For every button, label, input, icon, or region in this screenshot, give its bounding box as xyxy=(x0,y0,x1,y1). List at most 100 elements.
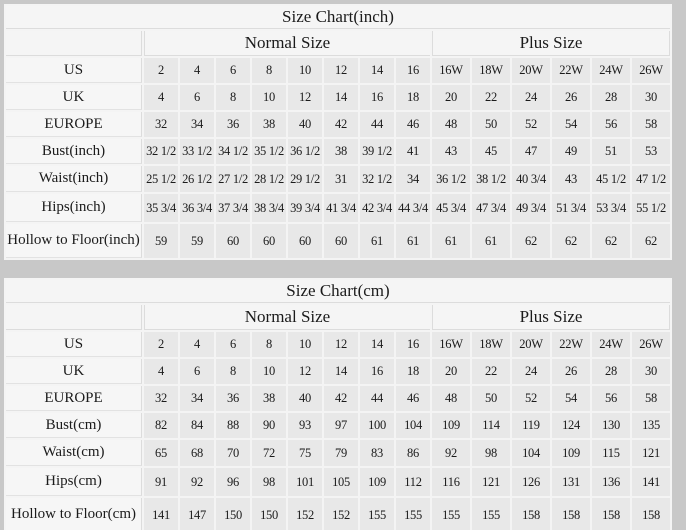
size-cell: 2 xyxy=(144,332,178,357)
size-cell: 33 1/2 xyxy=(180,139,214,164)
size-cell: 59 xyxy=(144,224,178,258)
size-cell: 16W xyxy=(432,332,470,357)
size-rows: US 2 4 6 8 10 12 14 16 16W 18W 20W 22W 24W 26W UK 4 6 8 10 1… xyxy=(6,332,670,530)
size-cell: 101 xyxy=(288,468,322,496)
size-cell: 34 xyxy=(180,386,214,411)
size-cell: 27 1/2 xyxy=(216,166,250,192)
size-cell: 68 xyxy=(180,440,214,466)
table-row: EUROPE 32 34 36 38 40 42 44 46 48 50 52 54 56 58 xyxy=(6,386,670,411)
size-cell: 135 xyxy=(632,413,670,438)
size-cell: 38 1/2 xyxy=(472,166,510,192)
size-cell: 37 3/4 xyxy=(216,194,250,222)
size-cell: 88 xyxy=(216,413,250,438)
size-rows: US 2 4 6 8 10 12 14 16 16W 18W 20W 22W 24W 26W UK 4 6 8 10 1… xyxy=(6,58,670,258)
size-cell: 112 xyxy=(396,468,430,496)
row-label: Hips(inch) xyxy=(6,194,142,222)
corner-cell xyxy=(6,31,142,56)
size-cell: 26W xyxy=(632,58,670,83)
size-cell: 6 xyxy=(216,58,250,83)
size-cell: 116 xyxy=(432,468,470,496)
table-row: Hips(inch) 35 3/4 36 3/4 37 3/4 38 3/4 39 3/4… xyxy=(6,194,670,222)
size-cell: 36 1/2 xyxy=(288,139,322,164)
group-header-normal-size: Normal Size xyxy=(144,31,430,56)
size-cell: 56 xyxy=(592,112,630,137)
size-cell: 53 3/4 xyxy=(592,194,630,222)
size-cell: 38 xyxy=(324,139,358,164)
size-cell: 152 xyxy=(288,498,322,530)
size-cell: 121 xyxy=(632,440,670,466)
size-cell: 24W xyxy=(592,58,630,83)
size-cell: 58 xyxy=(632,386,670,411)
corner-cell xyxy=(6,305,142,330)
size-cell: 12 xyxy=(324,332,358,357)
size-cell: 47 xyxy=(512,139,550,164)
size-cell: 90 xyxy=(252,413,286,438)
size-cell: 4 xyxy=(180,332,214,357)
size-cell: 40 3/4 xyxy=(512,166,550,192)
size-cell: 8 xyxy=(252,58,286,83)
size-cell: 75 xyxy=(288,440,322,466)
size-cell: 32 1/2 xyxy=(360,166,394,192)
table-title: Size Chart(cm) xyxy=(6,280,670,303)
size-cell: 6 xyxy=(180,85,214,110)
size-cell: 150 xyxy=(252,498,286,530)
size-cell: 92 xyxy=(180,468,214,496)
size-cell: 152 xyxy=(324,498,358,530)
size-cell: 56 xyxy=(592,386,630,411)
table-row: EUROPE 32 34 36 38 40 42 44 46 48 50 52 54 56 58 xyxy=(6,112,670,137)
size-cell: 44 3/4 xyxy=(396,194,430,222)
size-cell: 18W xyxy=(472,58,510,83)
table-row: UK 4 6 8 10 12 14 16 18 20 22 24 26 28 30 xyxy=(6,359,670,384)
size-cell: 82 xyxy=(144,413,178,438)
size-cell: 44 xyxy=(360,112,394,137)
size-cell: 98 xyxy=(252,468,286,496)
size-cell: 54 xyxy=(552,386,590,411)
table-row: Bust(inch) 32 1/2 33 1/2 34 1/2 35 1/2 36 1/2… xyxy=(6,139,670,164)
size-cell: 42 xyxy=(324,112,358,137)
size-cell: 8 xyxy=(252,332,286,357)
size-cell: 30 xyxy=(632,359,670,384)
size-chart-inch-section: Size Chart(inch) Normal Size Plus Size U… xyxy=(4,4,686,260)
row-label: Waist(cm) xyxy=(6,440,142,466)
table-row: UK 4 6 8 10 12 14 16 18 20 22 24 26 28 30 xyxy=(6,85,670,110)
size-cell: 136 xyxy=(592,468,630,496)
size-cell: 62 xyxy=(512,224,550,258)
size-cell: 47 1/2 xyxy=(632,166,670,192)
size-cell: 155 xyxy=(396,498,430,530)
size-cell: 51 xyxy=(592,139,630,164)
size-cell: 100 xyxy=(360,413,394,438)
size-cell: 150 xyxy=(216,498,250,530)
size-cell: 4 xyxy=(180,58,214,83)
size-cell: 36 xyxy=(216,386,250,411)
size-cell: 10 xyxy=(252,85,286,110)
size-cell: 20 xyxy=(432,85,470,110)
size-cell: 155 xyxy=(472,498,510,530)
size-chart-cm-section: Size Chart(cm) Normal Size Plus Size US 2… xyxy=(4,278,686,530)
size-cell: 109 xyxy=(432,413,470,438)
size-cell: 36 xyxy=(216,112,250,137)
size-cell: 32 xyxy=(144,386,178,411)
size-cell: 4 xyxy=(144,85,178,110)
size-cell: 31 xyxy=(324,166,358,192)
size-cell: 91 xyxy=(144,468,178,496)
size-cell: 24W xyxy=(592,332,630,357)
size-cell: 72 xyxy=(252,440,286,466)
size-cell: 20W xyxy=(512,58,550,83)
size-cell: 79 xyxy=(324,440,358,466)
size-cell: 26 xyxy=(552,85,590,110)
size-cell: 104 xyxy=(512,440,550,466)
size-cell: 121 xyxy=(472,468,510,496)
table-row: Hollow to Floor(inch) 59 59 60 60 60 60 61 61 61 6… xyxy=(6,224,670,258)
row-label: Hollow to Floor(inch) xyxy=(6,224,142,258)
size-cell: 52 xyxy=(512,112,550,137)
size-cell: 8 xyxy=(216,85,250,110)
size-cell: 46 xyxy=(396,112,430,137)
row-label: UK xyxy=(6,359,142,384)
size-cell: 40 xyxy=(288,112,322,137)
size-cell: 16 xyxy=(360,85,394,110)
size-cell: 44 xyxy=(360,386,394,411)
size-cell: 130 xyxy=(592,413,630,438)
size-cell: 36 1/2 xyxy=(432,166,470,192)
size-cell: 8 xyxy=(216,359,250,384)
